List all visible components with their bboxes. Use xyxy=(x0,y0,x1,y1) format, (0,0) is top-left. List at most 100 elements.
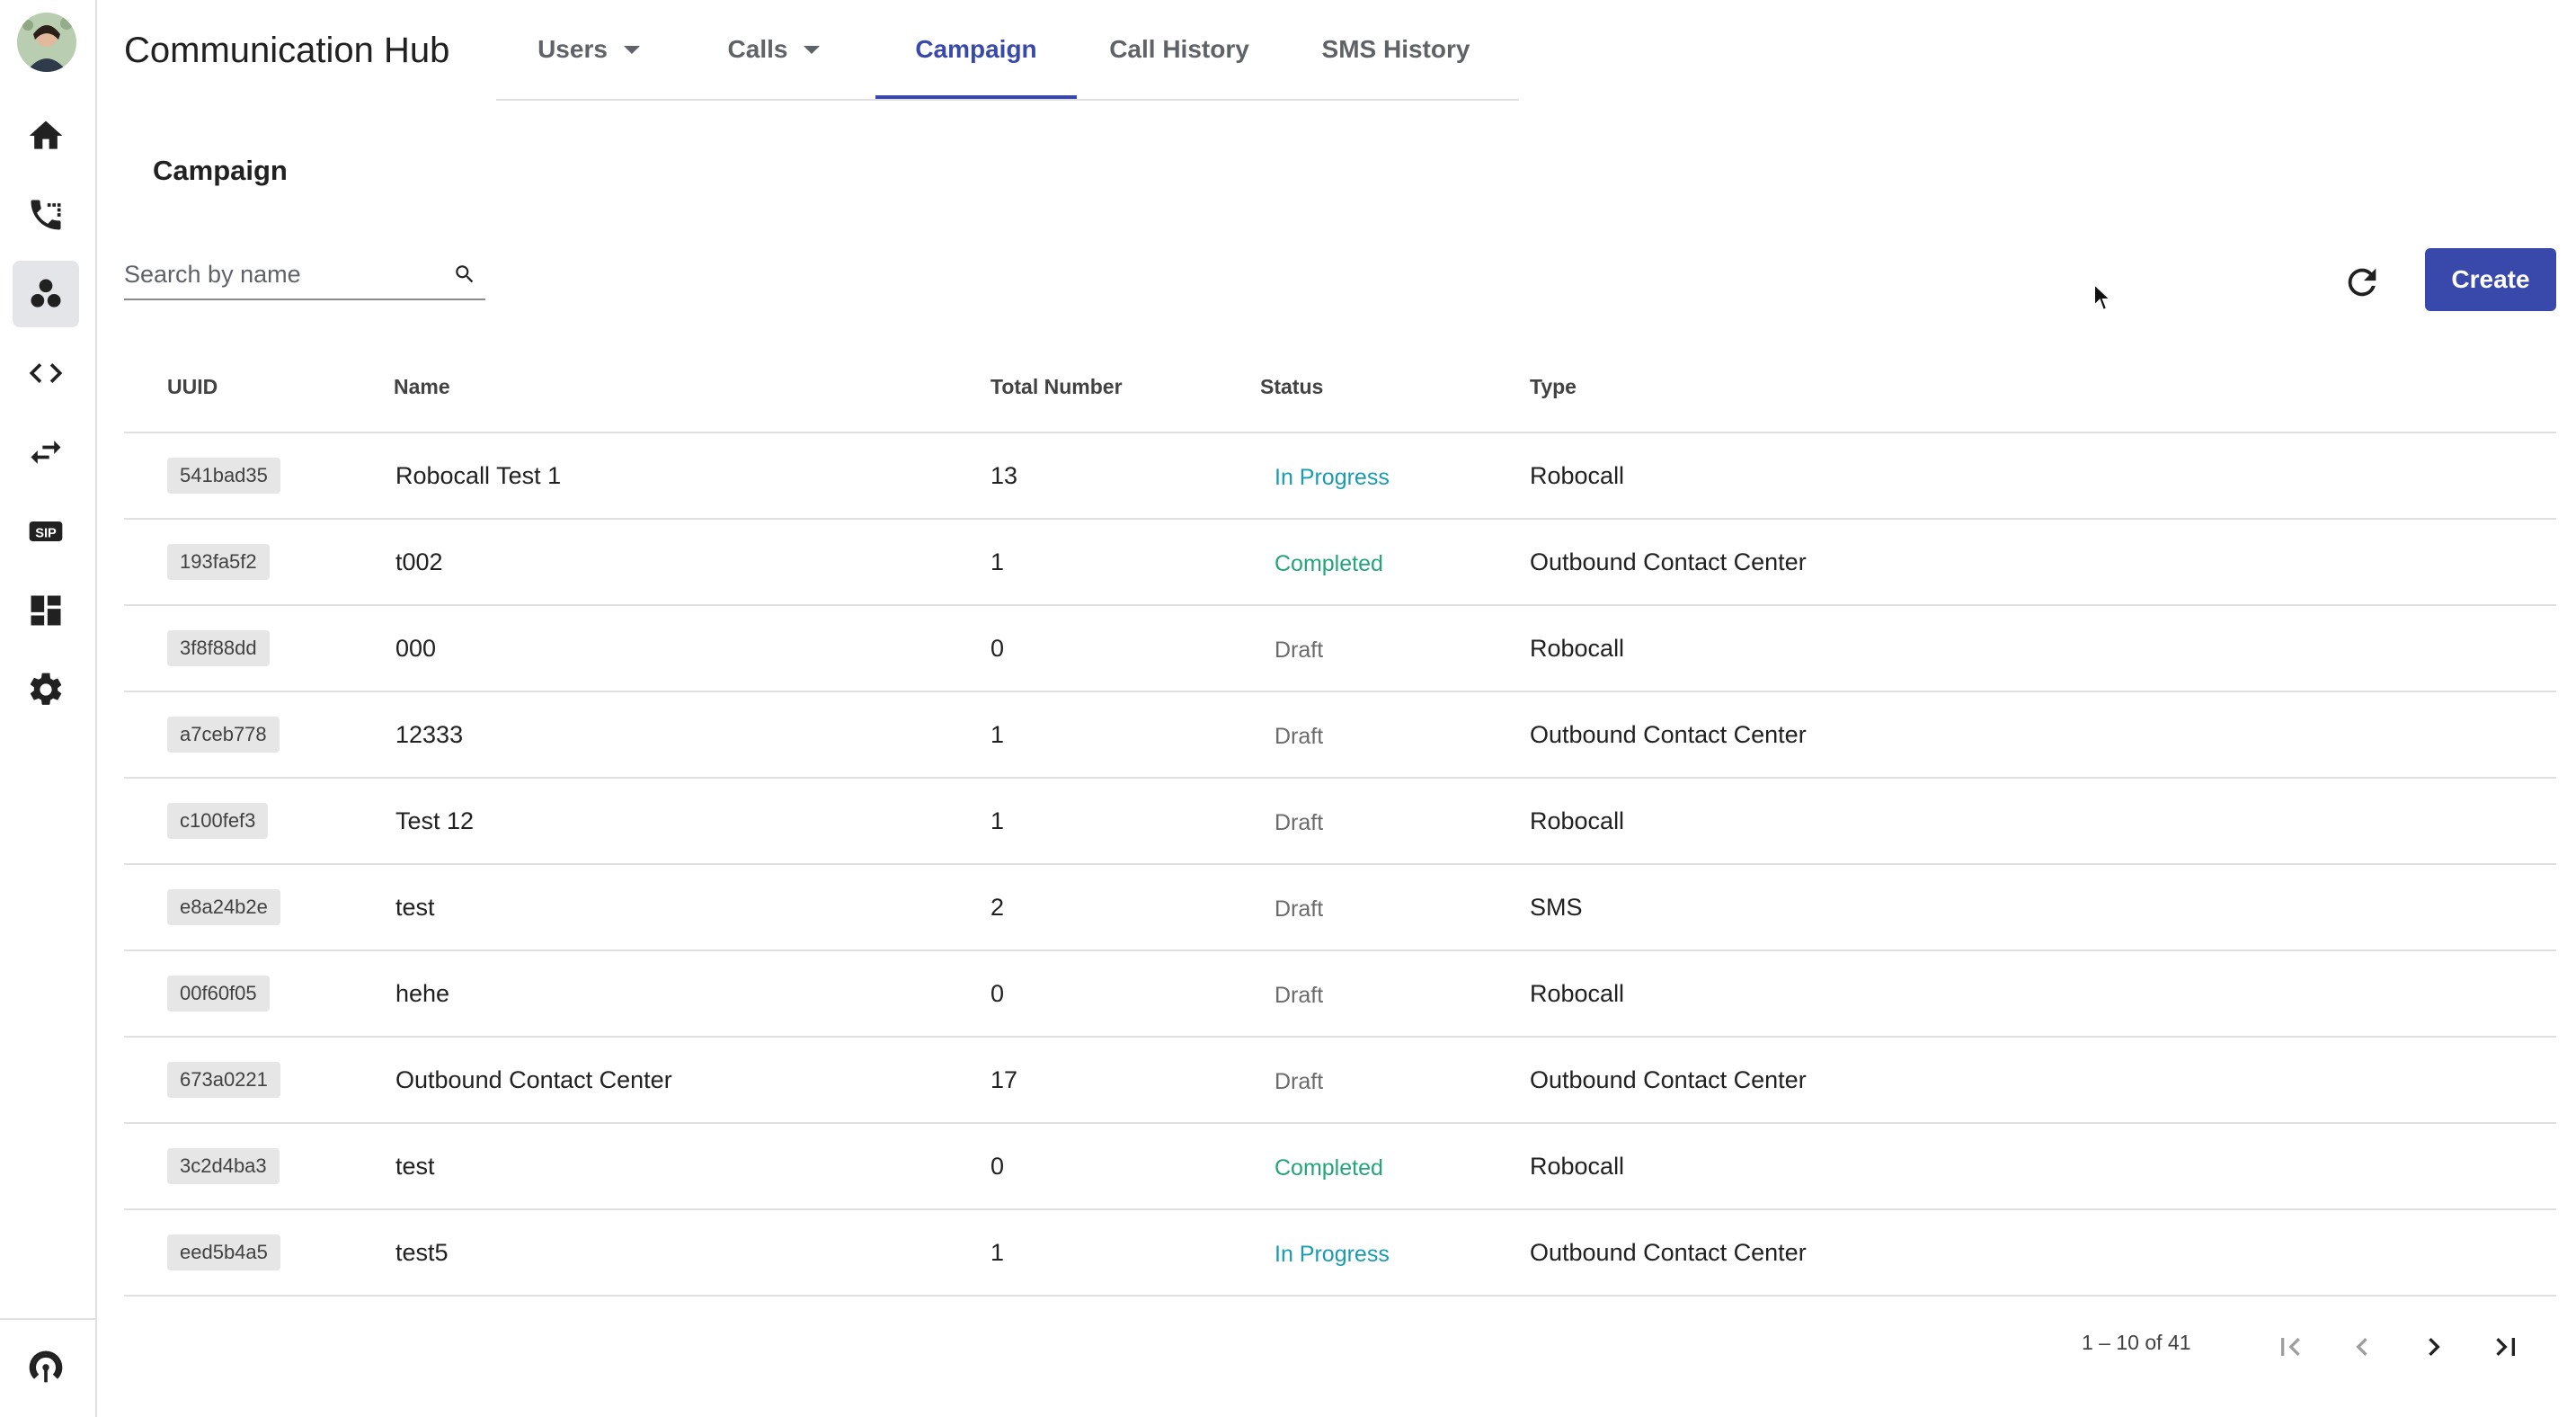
type-cell: Outbound Contact Center xyxy=(1530,720,1807,748)
table-row[interactable]: 541bad35 Robocall Test 1 13 In Progress Robo… xyxy=(124,433,2556,520)
total-number-cell: 2 xyxy=(990,893,1005,921)
table-row[interactable]: 673a0221 Outbound Contact Center 17 Draft Ou… xyxy=(124,1038,2556,1124)
uuid-cell: 193fa5f2 xyxy=(167,520,270,604)
dashboard-icon xyxy=(31,595,61,626)
pagination-range: 1 – 10 of 41 xyxy=(2082,1331,2191,1354)
chevron-left-icon xyxy=(2356,1338,2367,1356)
uuid-cell: 3c2d4ba3 xyxy=(167,1124,280,1208)
settings-icon xyxy=(30,673,62,705)
table-row[interactable]: eed5b4a5 test5 1 In Progress Outbound Contac… xyxy=(124,1210,2556,1297)
sidebar-item-swap[interactable] xyxy=(13,419,79,486)
uuid-chip[interactable]: eed5b4a5 xyxy=(167,1234,280,1270)
tab-sms-history[interactable]: SMS History xyxy=(1282,0,1510,99)
table-row[interactable]: e8a24b2e test 2 Draft SMS xyxy=(124,865,2556,951)
table-row[interactable]: 3f8f88dd 000 0 Draft Robocall xyxy=(124,606,2556,692)
tab-call-history-label: Call History xyxy=(1109,35,1249,63)
name-cell: Robocall Test 1 xyxy=(395,461,562,489)
tab-calls[interactable]: Calls xyxy=(681,0,866,99)
sidebar-item-sip[interactable]: SIP xyxy=(13,498,79,565)
status-cell: Draft xyxy=(1275,951,1323,1036)
status-cell: Completed xyxy=(1275,1124,1383,1208)
table-row[interactable]: c100fef3 Test 12 1 Draft Robocall xyxy=(124,779,2556,865)
refresh-button[interactable] xyxy=(2337,257,2387,307)
uuid-chip[interactable]: a7ceb778 xyxy=(167,717,280,753)
sidebar-item-calls[interactable] xyxy=(13,182,79,248)
status-cell: Draft xyxy=(1275,606,1323,691)
uuid-chip[interactable]: 00f60f05 xyxy=(167,976,270,1012)
uuid-chip[interactable]: 3f8f88dd xyxy=(167,630,270,666)
column-header-total-number[interactable]: Total Number xyxy=(990,374,1123,398)
status-cell: In Progress xyxy=(1275,433,1390,518)
uuid-cell: c100fef3 xyxy=(167,779,269,863)
uuid-cell: a7ceb778 xyxy=(167,692,280,777)
status-badge: Draft xyxy=(1275,637,1324,663)
first-page-button[interactable] xyxy=(2265,1322,2315,1372)
uuid-chip[interactable]: c100fef3 xyxy=(167,803,269,839)
uuid-cell: 3f8f88dd xyxy=(167,606,270,691)
uuid-chip[interactable]: e8a24b2e xyxy=(167,889,280,925)
sidebar-item-dashboard[interactable] xyxy=(13,577,79,644)
name-cell: hehe xyxy=(395,979,450,1007)
uuid-cell: 541bad35 xyxy=(167,433,280,518)
table-row[interactable]: 3c2d4ba3 test 0 Completed Robocall xyxy=(124,1124,2556,1210)
last-page-icon xyxy=(2496,1338,2515,1356)
sidebar: SIP xyxy=(0,0,97,1417)
create-button[interactable]: Create xyxy=(2425,248,2556,311)
next-page-button[interactable] xyxy=(2409,1322,2459,1372)
uuid-chip[interactable]: 3c2d4ba3 xyxy=(167,1148,280,1184)
status-cell: Draft xyxy=(1275,865,1323,949)
uuid-cell: 00f60f05 xyxy=(167,951,270,1036)
home-icon xyxy=(29,120,63,149)
total-number-cell: 1 xyxy=(990,720,1005,748)
name-cell: Outbound Contact Center xyxy=(395,1065,672,1093)
avatar[interactable] xyxy=(17,13,76,72)
app-title: Communication Hub xyxy=(124,31,450,70)
search-icon[interactable] xyxy=(453,263,476,286)
column-header-status[interactable]: Status xyxy=(1260,374,1324,398)
search-input[interactable] xyxy=(124,252,430,297)
code-icon xyxy=(29,363,63,383)
caret-down-icon xyxy=(623,45,640,54)
table-row[interactable]: a7ceb778 12333 1 Draft Outbound Contact Cent… xyxy=(124,692,2556,779)
status-badge: Draft xyxy=(1275,723,1324,749)
total-number-cell: 1 xyxy=(990,807,1005,834)
search-field xyxy=(124,252,485,300)
table-row[interactable]: 00f60f05 hehe 0 Draft Robocall xyxy=(124,951,2556,1038)
type-cell: Outbound Contact Center xyxy=(1530,1238,1807,1266)
podcast-broadcast-icon xyxy=(29,1350,63,1383)
column-header-name[interactable]: Name xyxy=(394,374,450,398)
uuid-chip[interactable]: 541bad35 xyxy=(167,458,280,494)
sidebar-item-campaign[interactable] xyxy=(13,261,79,327)
last-page-button[interactable] xyxy=(2481,1322,2531,1372)
uuid-chip[interactable]: 193fa5f2 xyxy=(167,544,270,580)
column-header-type[interactable]: Type xyxy=(1530,374,1577,398)
tab-bar: Users Calls Campaign Call History SMS Hi… xyxy=(496,0,1519,101)
tab-campaign-label: Campaign xyxy=(915,35,1037,63)
total-number-cell: 0 xyxy=(990,979,1005,1007)
first-page-icon xyxy=(2281,1338,2300,1356)
total-number-cell: 13 xyxy=(990,461,1018,489)
name-cell: test xyxy=(395,893,435,921)
sidebar-item-settings[interactable] xyxy=(13,656,79,723)
sidebar-item-home[interactable] xyxy=(13,102,79,169)
svg-text:SIP: SIP xyxy=(35,526,57,540)
uuid-chip[interactable]: 673a0221 xyxy=(167,1062,280,1098)
sip-icon: SIP xyxy=(29,521,63,541)
status-cell: Draft xyxy=(1275,1038,1323,1122)
table-row[interactable]: 193fa5f2 t002 1 Completed Outbound Contact C… xyxy=(124,520,2556,606)
mouse-cursor-icon xyxy=(2093,282,2112,312)
type-cell: Robocall xyxy=(1530,461,1625,489)
name-cell: t002 xyxy=(395,548,443,575)
table-header: UUID Name Total Number Status Type xyxy=(124,342,2556,433)
sidebar-item-code[interactable] xyxy=(13,340,79,406)
tab-sms-history-label: SMS History xyxy=(1321,35,1470,63)
tab-users[interactable]: Users xyxy=(496,0,681,99)
tab-call-history[interactable]: Call History xyxy=(1077,0,1282,99)
column-header-uuid[interactable]: UUID xyxy=(167,374,218,398)
name-cell: Test 12 xyxy=(395,807,475,834)
type-cell: Outbound Contact Center xyxy=(1530,548,1807,575)
type-cell: SMS xyxy=(1530,893,1583,921)
tab-campaign[interactable]: Campaign xyxy=(875,0,1077,99)
sidebar-item-broadcast[interactable] xyxy=(13,1332,79,1399)
previous-page-button[interactable] xyxy=(2337,1322,2387,1372)
